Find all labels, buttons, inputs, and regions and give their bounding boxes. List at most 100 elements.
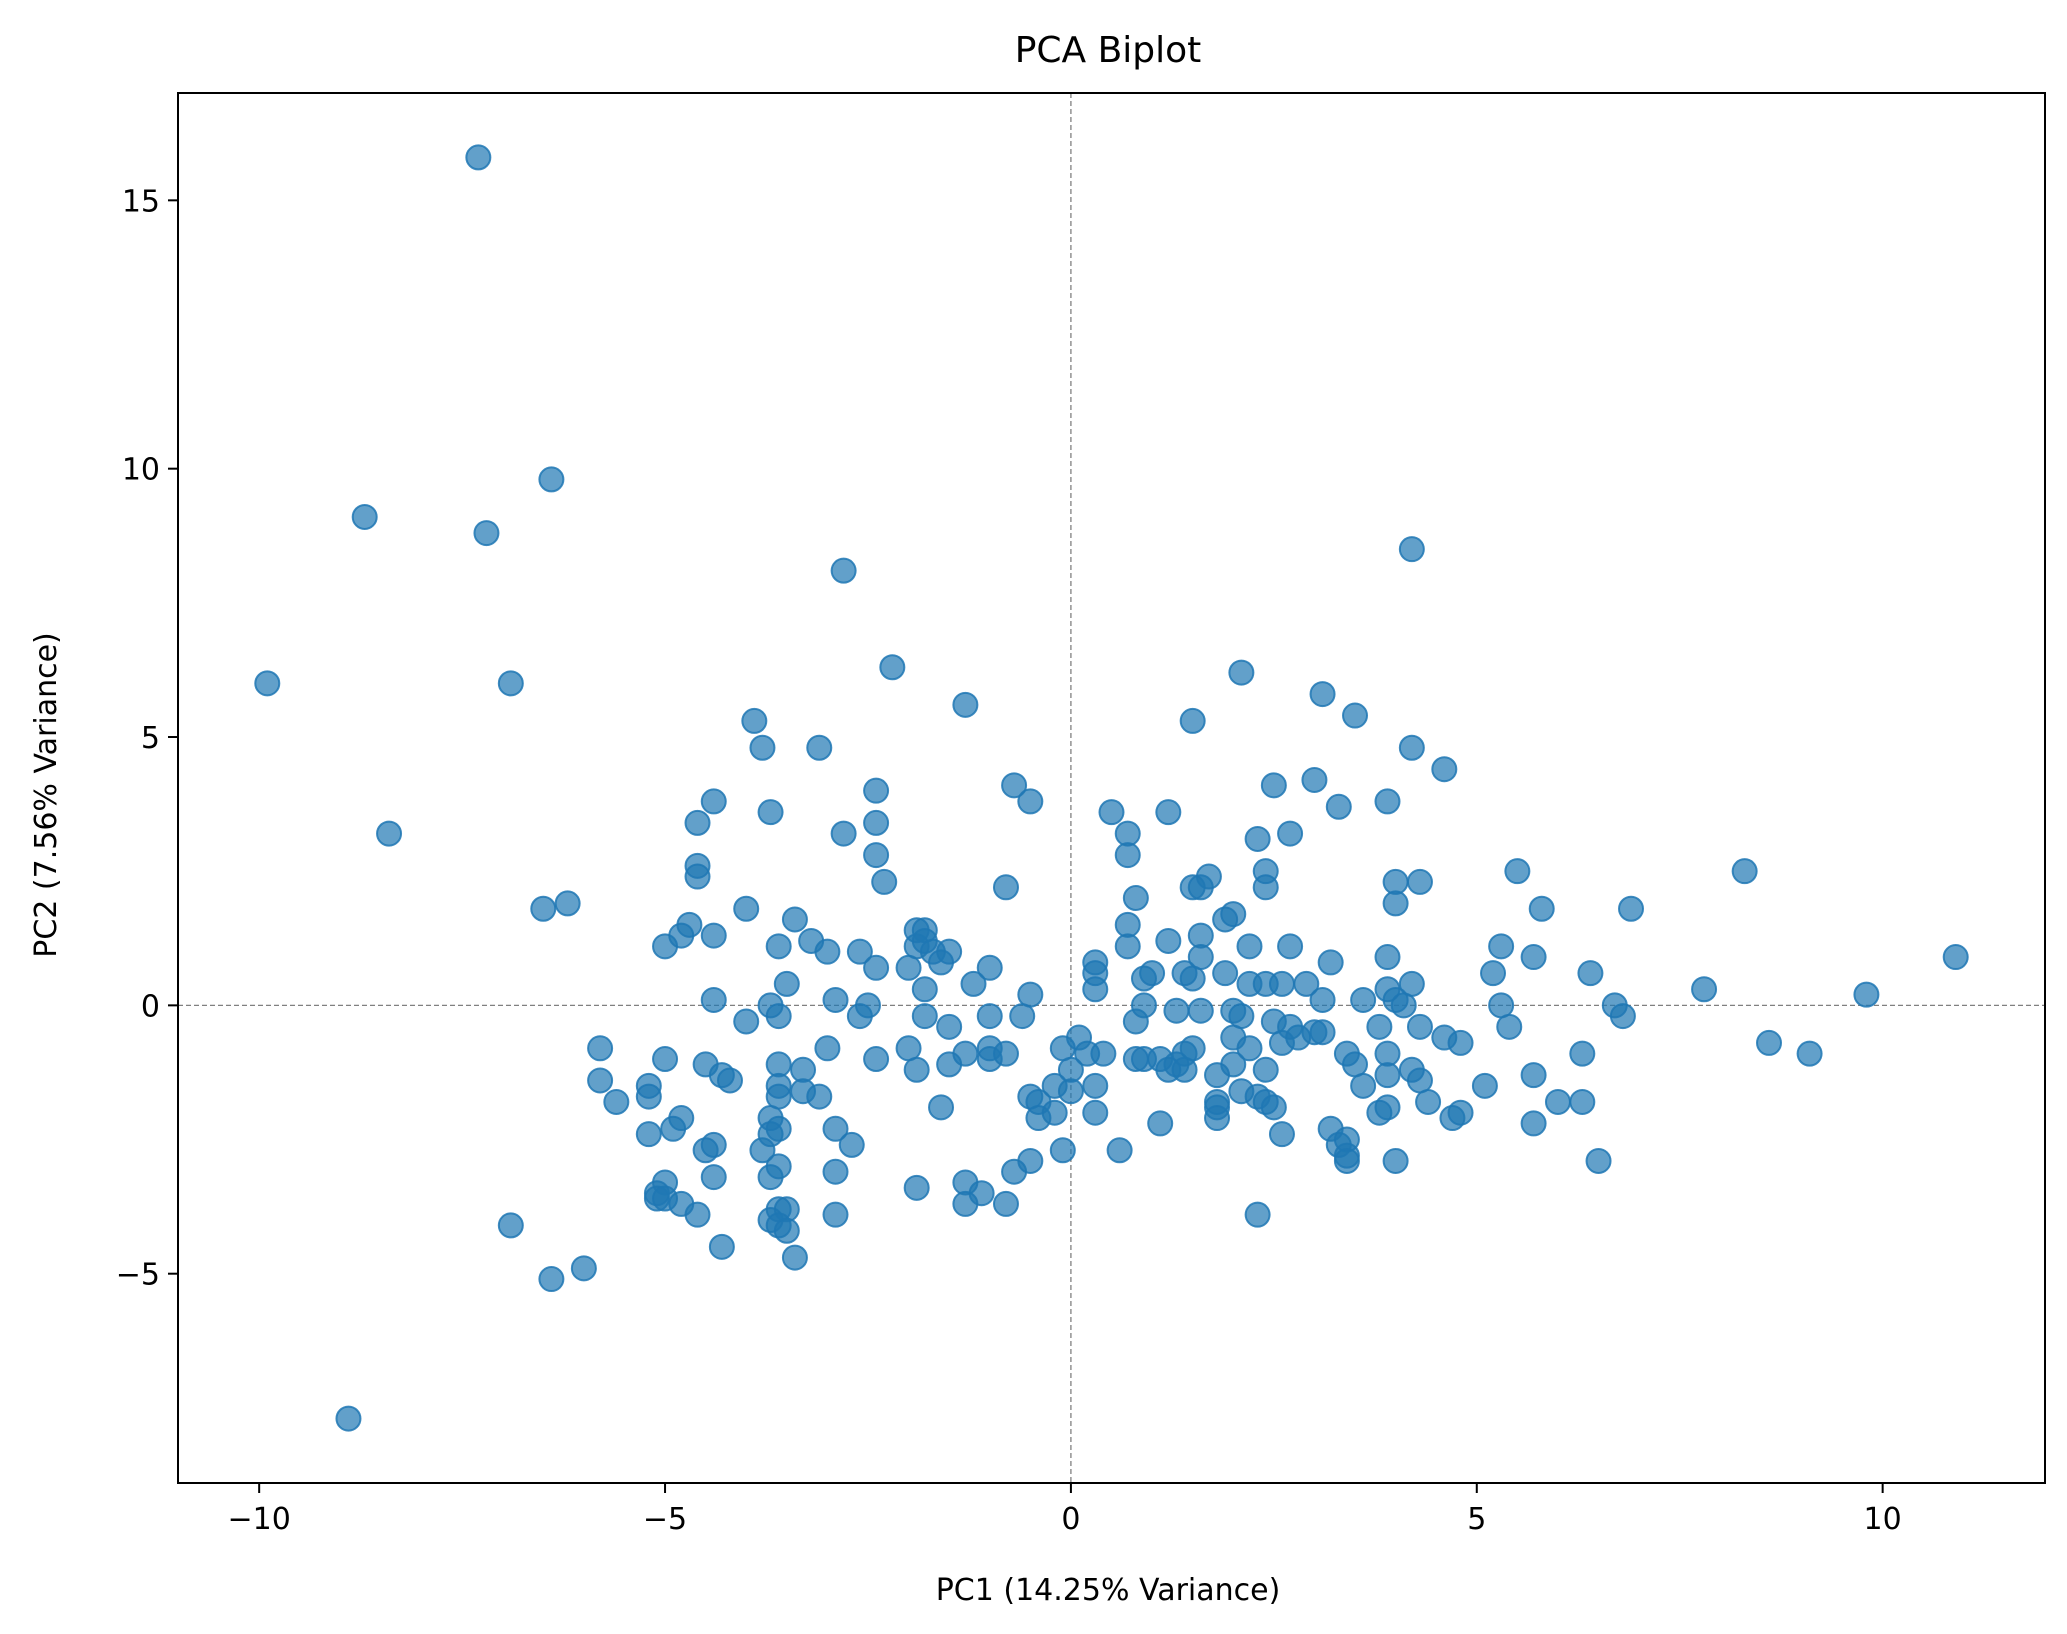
- scatter-point: [1488, 992, 1515, 1019]
- scatter-point: [733, 1008, 760, 1035]
- scatter-point: [871, 868, 898, 895]
- scatter-point: [1163, 997, 1190, 1024]
- scatter-point: [1447, 1029, 1474, 1056]
- scatter-point: [1155, 799, 1182, 826]
- scatter-point: [1220, 901, 1247, 928]
- scatter-point: [1618, 895, 1645, 922]
- scatter-point: [1268, 1121, 1295, 1148]
- scatter-point: [1009, 1003, 1036, 1030]
- scatter-point: [741, 707, 768, 734]
- scatter-point: [1569, 1040, 1596, 1067]
- scatter-point: [992, 1040, 1019, 1067]
- scatter-point: [538, 1266, 565, 1293]
- scatter-point: [863, 1046, 890, 1073]
- scatter-point: [1277, 933, 1304, 960]
- scatter-point: [830, 820, 857, 847]
- scatter-point: [1520, 1062, 1547, 1089]
- y-tick-label: 10: [122, 453, 160, 488]
- scatter-point: [1333, 1126, 1360, 1153]
- scatter-point: [1447, 1099, 1474, 1126]
- scatter-point: [1528, 895, 1555, 922]
- scatter-point: [1285, 1024, 1312, 1051]
- scatter-point: [1374, 1094, 1401, 1121]
- scatter-point: [1236, 933, 1263, 960]
- scatter-point: [911, 1003, 938, 1030]
- scatter-point: [603, 1088, 630, 1115]
- scatter-point: [1756, 1029, 1783, 1056]
- scatter-point: [570, 1255, 597, 1282]
- scatter-point: [1244, 1201, 1271, 1228]
- scatter-point: [1236, 1035, 1263, 1062]
- scatter-point: [895, 1035, 922, 1062]
- scatter-point: [952, 691, 979, 718]
- scatter-point: [1317, 949, 1344, 976]
- scatter-point: [1114, 820, 1141, 847]
- scatter-point: [911, 976, 938, 1003]
- scatter-point: [1082, 1099, 1109, 1126]
- scatter-point: [1147, 1110, 1174, 1137]
- scatter-point: [1585, 1147, 1612, 1174]
- scatter-point: [1001, 772, 1028, 799]
- scatter-point: [351, 503, 378, 530]
- scatter-point: [1796, 1040, 1823, 1067]
- scatter-point: [1017, 788, 1044, 815]
- scatter-point: [822, 1158, 849, 1185]
- scatter-point: [879, 654, 906, 681]
- scatter-point: [1155, 927, 1182, 954]
- scatter-point: [806, 1083, 833, 1110]
- scatter-point: [773, 970, 800, 997]
- scatter-point: [1228, 1003, 1255, 1030]
- scatter-point: [465, 144, 492, 171]
- scatter-point: [1049, 1035, 1076, 1062]
- y-tick-label: −5: [116, 1258, 160, 1293]
- scatter-point: [814, 1035, 841, 1062]
- scatter-point: [1374, 944, 1401, 971]
- scatter-point: [765, 1051, 792, 1078]
- scatter-point: [1187, 944, 1214, 971]
- scatter-point: [757, 799, 784, 826]
- scatter-point: [587, 1067, 614, 1094]
- scatter-point: [765, 1003, 792, 1030]
- scatter-point: [822, 986, 849, 1013]
- y-axis-ticks: −5 0 5 10 15: [116, 184, 178, 1293]
- scatter-point: [1366, 1013, 1393, 1040]
- scatter-point: [1244, 825, 1271, 852]
- scatter-point: [1398, 536, 1425, 563]
- scatter-point: [684, 809, 711, 836]
- y-tick-label: 0: [141, 989, 160, 1024]
- scatter-point: [1325, 793, 1352, 820]
- scatter-point: [1001, 1158, 1028, 1185]
- scatter-point: [863, 777, 890, 804]
- scatter-point: [652, 1046, 679, 1073]
- scatter-point: [903, 1056, 930, 1083]
- scatter-point: [708, 1233, 735, 1260]
- scatter-point: [1488, 933, 1515, 960]
- scatter-point: [1228, 659, 1255, 686]
- scatter-point: [554, 890, 581, 917]
- scatter-point: [960, 970, 987, 997]
- scatter-point: [1179, 965, 1206, 992]
- scatter-point: [497, 1212, 524, 1239]
- scatter-point: [863, 809, 890, 836]
- scatter-point: [1333, 1147, 1360, 1174]
- scatter-point: [1114, 842, 1141, 869]
- scatter-point: [1090, 1040, 1117, 1067]
- scatter-point: [1415, 1088, 1442, 1115]
- scatter-point: [1187, 874, 1214, 901]
- scatter-point: [700, 1131, 727, 1158]
- scatter-point: [1041, 1099, 1068, 1126]
- scatter-point: [684, 1201, 711, 1228]
- scatter-point: [700, 922, 727, 949]
- scatter-point: [700, 1164, 727, 1191]
- scatter-point: [1504, 858, 1531, 885]
- scatter-point: [254, 670, 281, 697]
- reference-lines: [178, 93, 2045, 1483]
- scatter-point: [1853, 981, 1880, 1008]
- scatter-point: [1398, 734, 1425, 761]
- scatter-point: [1406, 868, 1433, 895]
- scatter-point: [765, 933, 792, 960]
- scatter-point: [1098, 799, 1125, 826]
- scatter-point: [1309, 681, 1336, 708]
- scatter-points: [254, 144, 1969, 1432]
